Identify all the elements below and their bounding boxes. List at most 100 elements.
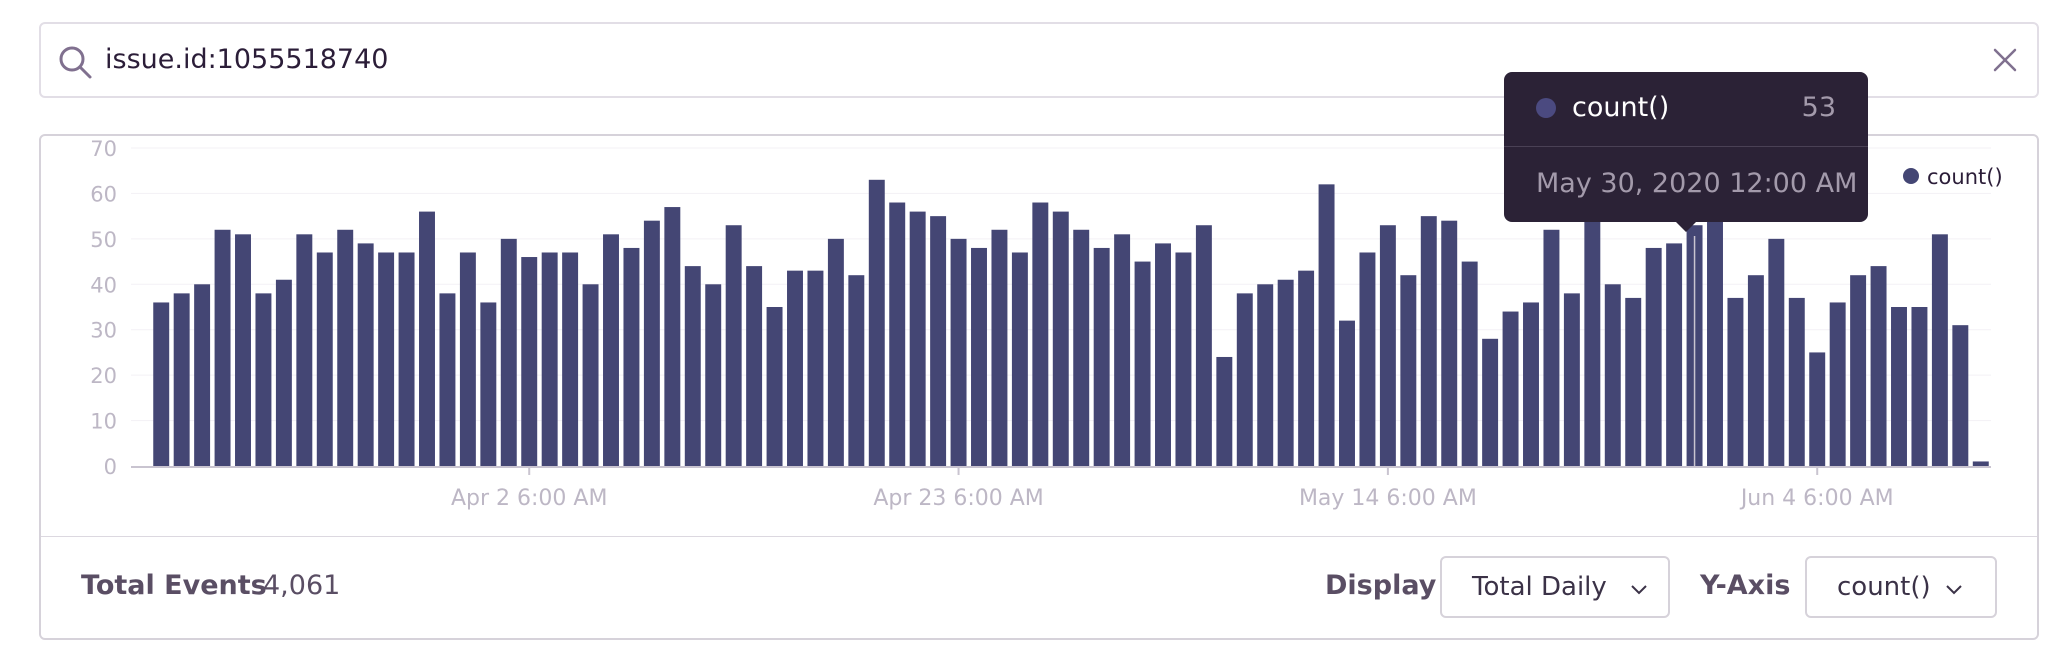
bar xyxy=(1768,238,1785,466)
bar xyxy=(337,229,354,466)
bar xyxy=(1277,279,1294,466)
bar xyxy=(296,234,313,466)
bar xyxy=(1298,270,1315,466)
y-tick-label: 30 xyxy=(90,319,117,343)
y-tick-label: 70 xyxy=(90,137,117,161)
bar xyxy=(459,252,476,466)
bar xyxy=(1952,325,1969,466)
bar xyxy=(1747,275,1764,466)
bar xyxy=(1073,229,1090,466)
bar xyxy=(1400,275,1417,466)
bar xyxy=(1318,184,1335,466)
bar xyxy=(1584,184,1601,466)
bar xyxy=(1563,293,1580,466)
chevron-down-icon xyxy=(1631,585,1647,595)
bar xyxy=(235,234,251,466)
close-icon[interactable] xyxy=(1991,46,2019,74)
y-tick-label: 60 xyxy=(90,182,117,206)
y-axis-dropdown[interactable]: count() xyxy=(1805,556,1997,618)
bar xyxy=(1155,243,1171,466)
bar xyxy=(603,234,619,466)
bar xyxy=(1666,243,1683,466)
bar xyxy=(787,270,803,466)
bar xyxy=(378,252,395,466)
bar xyxy=(991,229,1008,466)
y-axis-dropdown-value: count() xyxy=(1837,572,1931,602)
bar xyxy=(848,275,865,466)
bar xyxy=(1870,266,1887,466)
bar xyxy=(1236,293,1253,466)
bar xyxy=(480,302,497,466)
bar xyxy=(1502,311,1519,466)
y-tick-label: 40 xyxy=(90,273,117,297)
bar xyxy=(1482,338,1499,466)
y-tick-label: 50 xyxy=(90,228,117,252)
search-query[interactable]: issue.id:1055518740 xyxy=(105,44,389,75)
bar xyxy=(1829,302,1846,466)
tooltip-arrow xyxy=(1674,220,1698,232)
bar xyxy=(1523,302,1539,466)
search-bar[interactable]: issue.id:1055518740 xyxy=(39,22,2039,98)
bar xyxy=(1911,307,1928,466)
bar xyxy=(1707,220,1723,466)
divider xyxy=(41,536,2037,537)
total-events-label: Total Events xyxy=(81,570,267,601)
bar xyxy=(1809,352,1826,466)
events-bar-chart: 0 10 20 30 40 50 60 70 Apr 2 6:00 AM Apr 23 6:00 … xyxy=(90,137,2002,511)
bar xyxy=(1543,229,1560,466)
bar xyxy=(541,252,558,466)
bar xyxy=(1011,252,1028,466)
x-tick-label: Apr 2 6:00 AM xyxy=(451,486,607,511)
y-axis-label: Y-Axis xyxy=(1700,570,1791,601)
bar xyxy=(1788,297,1805,466)
bar xyxy=(950,238,967,466)
display-label: Display xyxy=(1325,570,1437,601)
bar xyxy=(255,293,272,466)
bar xyxy=(194,284,211,466)
bar xyxy=(173,293,190,466)
y-tick-label: 10 xyxy=(90,410,117,434)
tooltip-date: May 30, 2020 12:00 AM xyxy=(1536,168,1858,199)
chart-tooltip: count() 53 May 30, 2020 12:00 AM xyxy=(1504,72,1868,232)
bar xyxy=(275,279,292,466)
bar xyxy=(1604,284,1621,466)
bar xyxy=(909,211,926,466)
bar xyxy=(1032,202,1049,466)
bar xyxy=(1850,275,1867,466)
bar xyxy=(1625,297,1642,466)
x-tick-label: Apr 23 6:00 AM xyxy=(873,486,1043,511)
bar xyxy=(1891,307,1907,466)
bar xyxy=(214,229,231,466)
bar xyxy=(562,252,579,466)
bar xyxy=(705,284,722,466)
bar xyxy=(971,247,987,466)
tooltip-series-name: count() xyxy=(1572,92,1670,123)
tooltip-value: 53 xyxy=(1801,92,1836,123)
bar xyxy=(1339,320,1355,466)
bar xyxy=(1195,225,1212,466)
series-dot-icon xyxy=(1536,98,1556,118)
bar xyxy=(398,252,415,466)
bar xyxy=(1727,297,1744,466)
bar xyxy=(746,266,763,466)
bar xyxy=(1257,284,1274,466)
display-dropdown[interactable]: Total Daily xyxy=(1440,556,1670,618)
bar xyxy=(1359,252,1376,466)
bar xyxy=(1052,211,1069,466)
bar xyxy=(582,284,599,466)
bar xyxy=(643,220,660,466)
bar xyxy=(664,207,681,467)
legend-dot-icon xyxy=(1903,168,1919,184)
bar xyxy=(419,211,435,466)
bar xyxy=(1134,261,1151,466)
bar xyxy=(725,225,742,466)
tooltip-divider xyxy=(1504,146,1868,147)
bar xyxy=(1379,225,1396,466)
bar xyxy=(807,270,824,466)
bar xyxy=(930,216,947,466)
bar xyxy=(316,252,333,466)
chevron-down-icon xyxy=(1946,585,1962,595)
bar xyxy=(521,257,538,466)
bar xyxy=(1645,247,1662,466)
y-tick-label: 0 xyxy=(104,455,117,479)
